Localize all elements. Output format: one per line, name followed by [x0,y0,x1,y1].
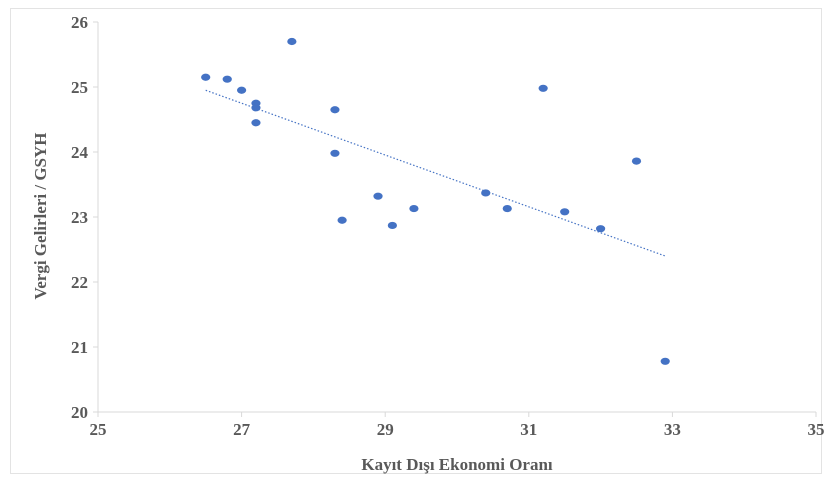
data-point [387,221,397,230]
x-tick-label: 29 [377,420,394,439]
y-tick-label: 21 [71,338,88,357]
data-points [201,37,670,365]
data-point [251,104,261,112]
data-point [337,216,347,224]
data-point [201,73,211,81]
data-point [222,75,232,83]
y-tick-labels: 20 21 22 23 24 25 26 [71,13,89,422]
y-tick-label: 20 [71,403,88,422]
x-tick-label: 35 [808,420,825,439]
y-tick-label: 22 [71,273,88,292]
data-point [596,225,606,233]
x-tick-label: 31 [520,420,537,439]
y-tick-label: 24 [71,143,89,162]
data-point [330,106,340,114]
data-point [502,204,512,213]
y-tick-label: 23 [71,208,88,227]
data-point [481,189,491,197]
y-tick-label: 25 [71,78,88,97]
axes [93,21,817,417]
data-point [409,204,419,213]
data-point [660,357,670,365]
x-axis-title: Kayıt Dışı Ekonomi Oranı [361,455,553,474]
y-axis-title: Vergi Gelirleri / GSYH [31,133,50,300]
data-point [237,86,247,94]
x-tick-label: 27 [233,420,251,439]
data-point [251,119,261,127]
data-point [631,157,642,165]
y-tick-label: 26 [71,13,88,32]
data-point [538,84,548,92]
linear-trendline [205,89,666,257]
data-point [373,192,383,200]
data-point [287,37,297,46]
x-tick-labels: 25 27 29 31 33 35 [90,420,825,439]
data-point [560,208,570,216]
x-tick-label: 25 [90,420,107,439]
data-point [330,149,340,157]
x-tick-label: 33 [664,420,681,439]
trendline-group [205,89,666,257]
chart-frame [10,8,822,474]
